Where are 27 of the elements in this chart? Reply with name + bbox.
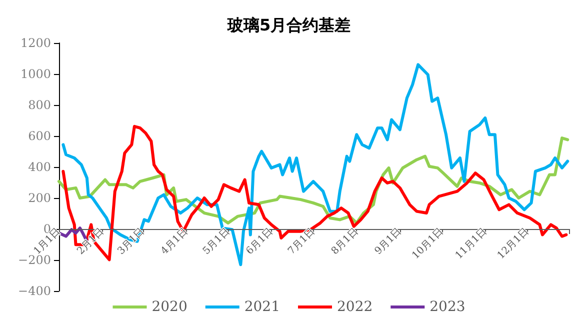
x-tick-label: 12月1日	[496, 226, 531, 262]
y-tick-label: −200	[18, 253, 51, 267]
x-tick-label: 7月1日	[286, 226, 318, 258]
y-tick-label: 600	[28, 129, 51, 143]
x-tick-label: 3月1日	[116, 226, 147, 258]
y-tick-label: 0	[43, 222, 51, 236]
x-tick-label: 11月1日	[454, 226, 490, 262]
legend-label: 2022	[337, 299, 373, 315]
x-tick-label: 4月1日	[159, 226, 190, 258]
x-tick-label: 9月1日	[372, 226, 404, 258]
legend-label: 2021	[244, 299, 280, 315]
y-tick-label: −400	[18, 284, 51, 298]
line-series	[62, 63, 570, 266]
y-tick-label: 400	[28, 160, 51, 174]
x-tick-label: 10月1日	[410, 226, 446, 262]
x-tick-label: 8月1日	[330, 226, 361, 258]
y-tick-label: 800	[28, 98, 51, 112]
legend-label: 2020	[152, 299, 188, 315]
x-tick-label: 5月1日	[201, 226, 232, 258]
chart-title: 玻璃5月合约基差	[226, 16, 351, 34]
y-tick-label: 1200	[20, 36, 51, 50]
legend-label: 2023	[430, 299, 466, 315]
x-tick-label: 6月1日	[244, 226, 276, 258]
x-tick-label: 2月1日	[75, 226, 106, 258]
y-tick-label: 1000	[20, 67, 51, 81]
y-tick-label: 200	[28, 191, 51, 205]
line-series	[62, 124, 568, 262]
